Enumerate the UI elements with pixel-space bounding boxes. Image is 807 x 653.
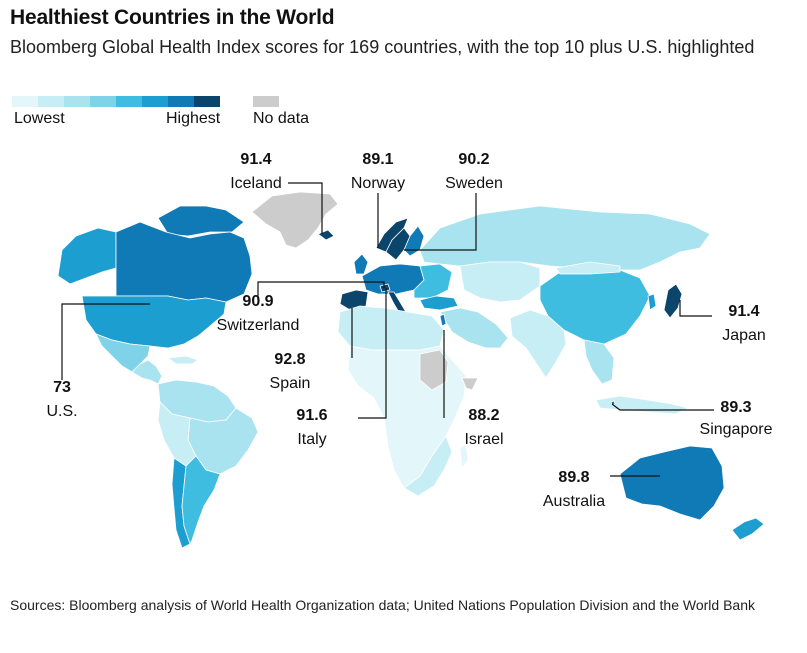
iceland-leader-line <box>288 182 323 234</box>
italy-value: 91.6 <box>296 407 327 424</box>
sweden-value: 90.2 <box>458 151 489 168</box>
southeast-asia <box>583 339 615 385</box>
caribbean <box>167 355 199 365</box>
us-leader-line <box>61 303 150 380</box>
sub-saharan-africa <box>347 345 467 489</box>
finland <box>403 225 425 257</box>
alaska <box>57 227 117 285</box>
indonesia <box>595 395 689 415</box>
madagascar <box>459 443 469 469</box>
sweden-leader-line <box>404 193 477 251</box>
italy-leader-line <box>358 288 387 419</box>
legend-swatch-5 <box>116 96 142 107</box>
source-note: Sources: Bloomberg analysis of World Hea… <box>10 597 755 613</box>
new-zealand <box>731 517 765 541</box>
australia-value: 89.8 <box>558 469 589 486</box>
spain <box>339 289 369 311</box>
japan-value: 91.4 <box>728 303 759 320</box>
singapore-name: Singapore <box>700 421 773 438</box>
israel-value: 88.2 <box>468 407 499 424</box>
switzerland-value: 90.9 <box>242 293 273 310</box>
israel-name: Israel <box>464 431 503 448</box>
switzerland-name: Switzerland <box>217 317 300 334</box>
legend-swatch-8 <box>194 96 220 107</box>
argentina <box>181 455 221 545</box>
switzerland <box>379 283 391 293</box>
spain-name: Spain <box>270 375 311 392</box>
italy-name: Italy <box>297 431 326 448</box>
japan <box>663 283 683 319</box>
legend-high-label: Highest <box>166 110 221 127</box>
uk <box>353 253 369 275</box>
sudan-no-data <box>419 349 449 391</box>
legend-swatch-1 <box>12 96 38 107</box>
chart-title: Healthiest Countries in the World <box>10 6 335 29</box>
turkey <box>419 295 459 311</box>
legend-no-data-label: No data <box>253 110 310 127</box>
legend-low-label: Lowest <box>14 110 65 127</box>
us-name: U.S. <box>46 403 77 420</box>
mongolia <box>555 261 621 275</box>
us-value: 73 <box>53 379 71 396</box>
legend-swatch-7 <box>168 96 194 107</box>
central-asia <box>459 261 541 303</box>
australia <box>619 445 725 521</box>
russia <box>419 205 711 271</box>
south-asia <box>509 309 567 379</box>
southern-africa <box>403 435 453 497</box>
middle-east <box>439 307 509 349</box>
norway-value: 89.1 <box>362 151 393 168</box>
spain-value: 92.8 <box>274 351 305 368</box>
legend-swatch-2 <box>38 96 64 107</box>
legend-swatch-6 <box>142 96 168 107</box>
norway-name: Norway <box>351 175 405 192</box>
iceland-value: 91.4 <box>240 151 271 168</box>
korea <box>647 293 657 311</box>
world-map: 91.4 Iceland 89.1 Norway 90.2 Sweden 90.… <box>46 151 773 549</box>
singapore-leader-line <box>611 403 714 411</box>
japan-leader-line <box>679 300 712 317</box>
australia-name: Australia <box>543 493 605 510</box>
japan-name: Japan <box>722 327 766 344</box>
legend-swatch-4 <box>90 96 116 107</box>
iceland-name: Iceland <box>230 175 282 192</box>
israel <box>439 313 447 327</box>
singapore-value: 89.3 <box>720 399 751 416</box>
north-africa <box>337 305 445 351</box>
switzerland-leader-line <box>257 281 385 300</box>
iceland <box>317 229 335 241</box>
sweden-name: Sweden <box>445 175 503 192</box>
central-america <box>131 359 163 385</box>
greenland <box>251 191 339 249</box>
legend-swatch-3 <box>64 96 90 107</box>
legend-swatch-no-data <box>253 96 279 107</box>
somalia-no-data <box>461 377 479 391</box>
chart-subtitle: Bloomberg Global Health Index scores for… <box>10 37 755 57</box>
canada-arctic-islands <box>157 205 245 237</box>
